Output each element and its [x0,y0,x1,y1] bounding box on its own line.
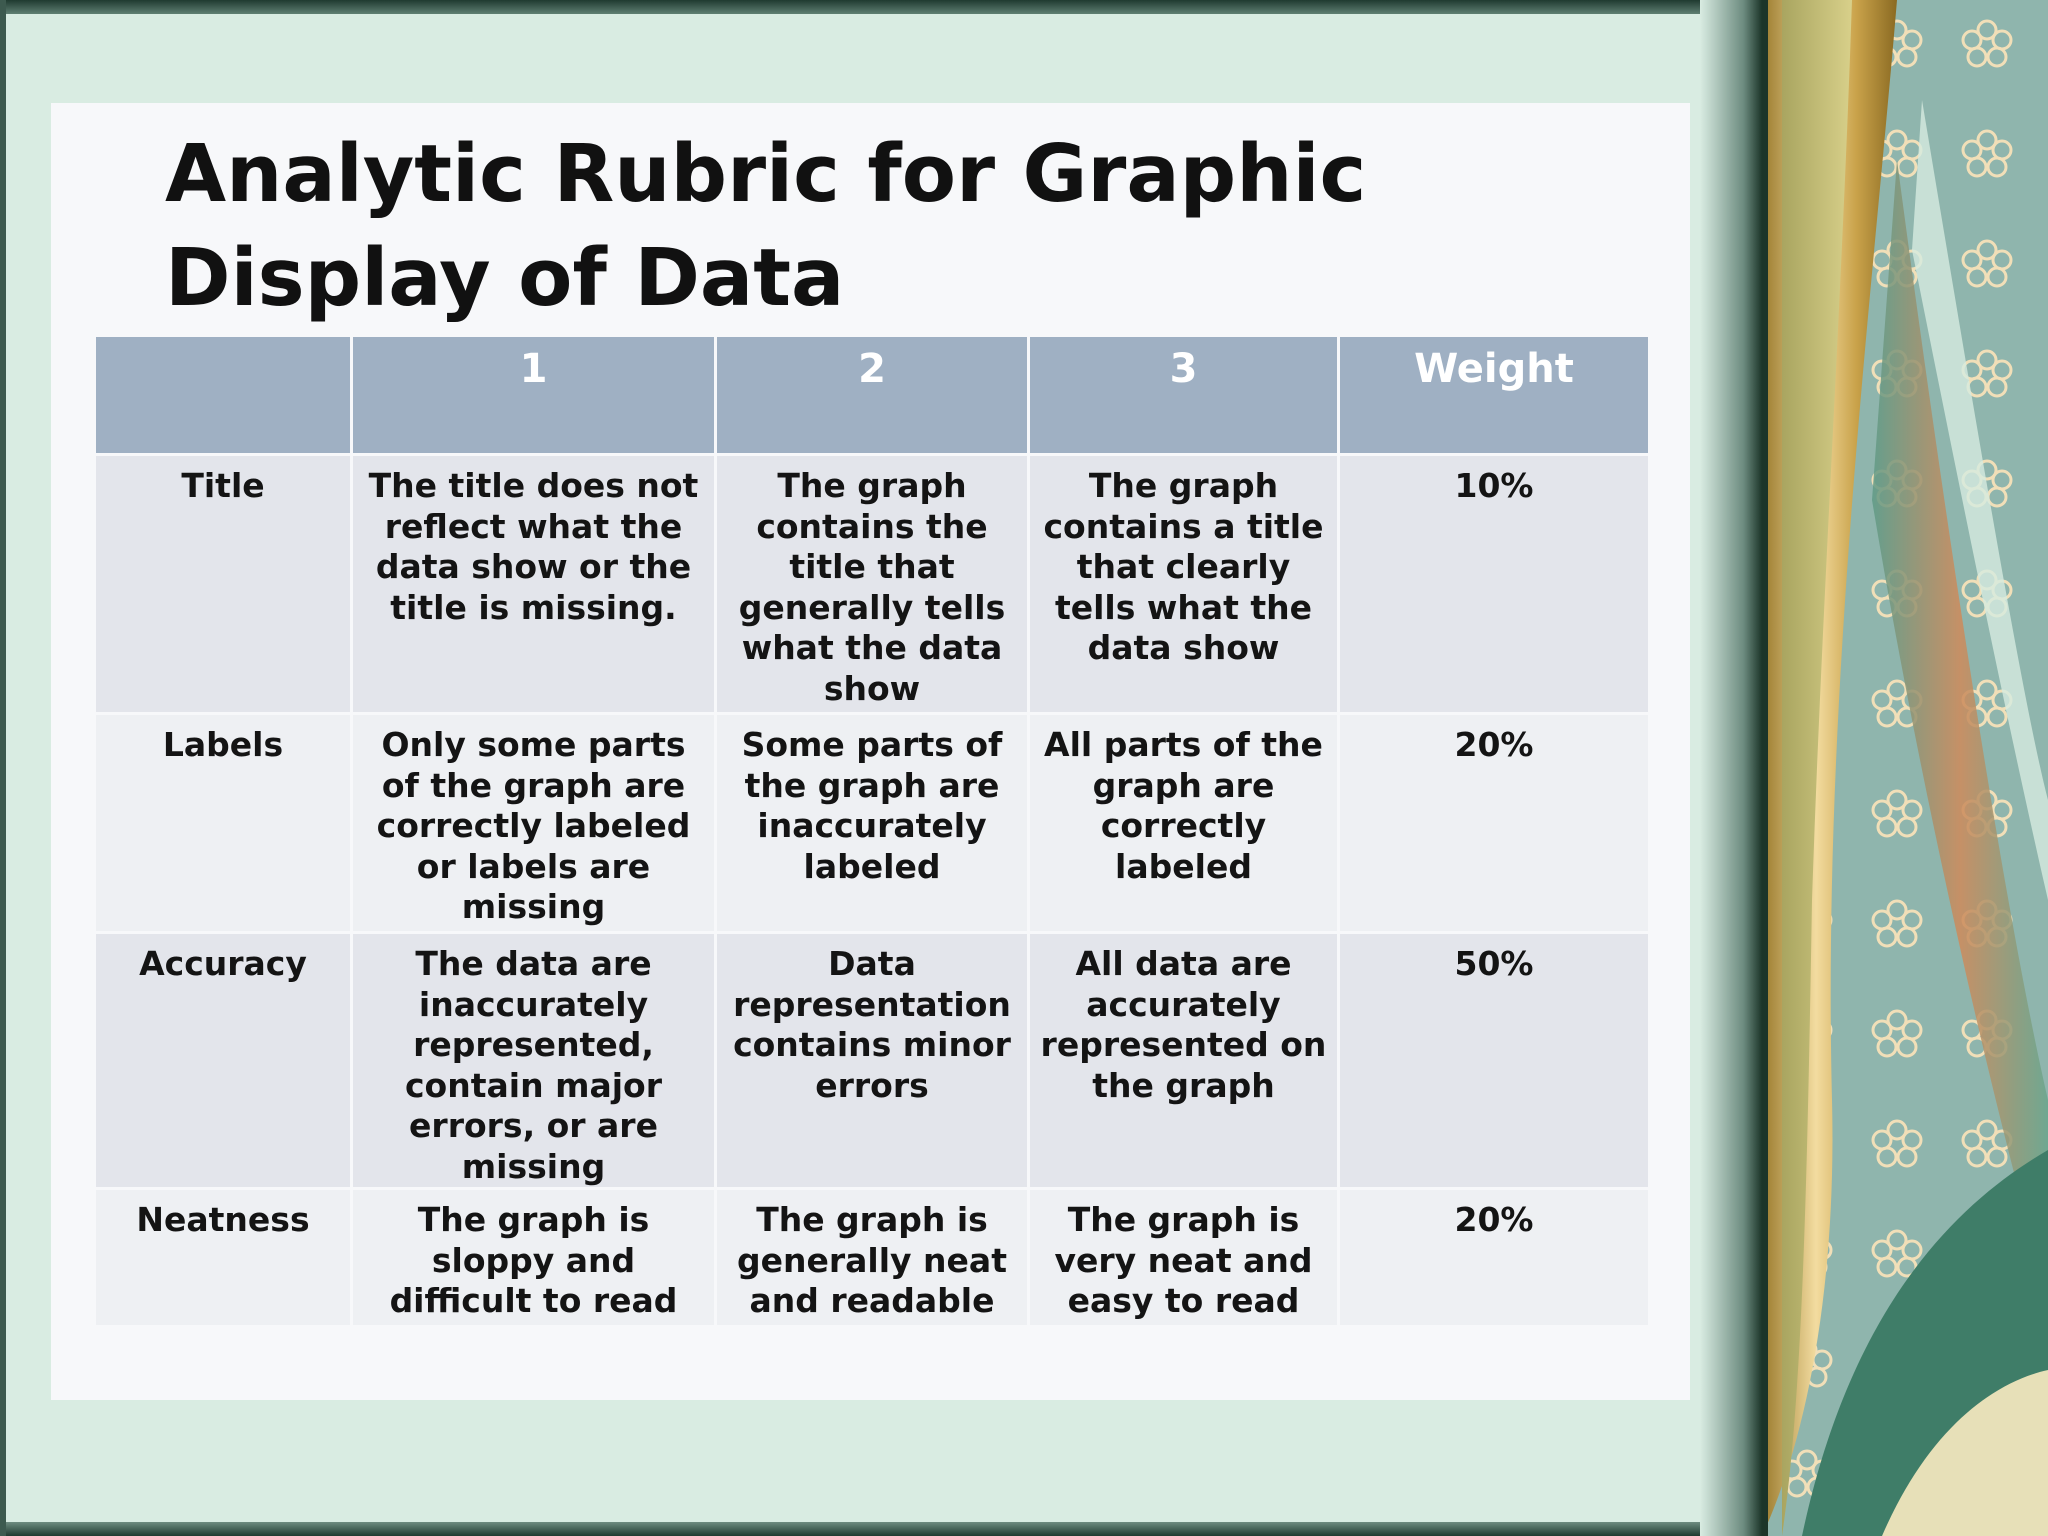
level-2-cell: The graph contains the title that genera… [714,453,1030,715]
top-border [0,0,1762,14]
level-3-cell: All data are accurately represented on t… [1027,931,1340,1190]
header-level-3: 3 [1027,334,1340,456]
header-level-2: 2 [714,334,1030,456]
table-row: Labels Only some parts of the graph are … [93,712,1651,934]
weight-cell: 10% [1337,453,1651,715]
header-level-1: 1 [350,334,717,456]
slide-title: Analytic Rubric for Graphic Display of D… [165,122,1366,330]
weight-cell: 50% [1337,931,1651,1190]
level-2-cell: The graph is generally neat and readable [714,1187,1030,1328]
level-1-cell: Only some parts of the graph are correct… [350,712,717,934]
level-3-cell: The graph is very neat and easy to read [1027,1187,1340,1328]
right-frame-shadow [1700,0,1762,1536]
title-line-1: Analytic Rubric for Graphic [165,128,1367,220]
level-3-cell: The graph contains a title that clearly … [1027,453,1340,715]
level-1-cell: The data are inaccurately represented, c… [350,931,717,1190]
table-row: Accuracy The data are inaccurately repre… [93,931,1651,1190]
criterion-cell: Accuracy [93,931,353,1190]
bottom-border [0,1522,1762,1536]
criterion-cell: Neatness [93,1187,353,1328]
left-border [0,0,6,1536]
criterion-cell: Labels [93,712,353,934]
criterion-cell: Title [93,453,353,715]
level-1-cell: The graph is sloppy and difficult to rea… [350,1187,717,1328]
weight-cell: 20% [1337,712,1651,934]
header-weight: Weight [1337,334,1651,456]
table-row: Title The title does not reflect what th… [93,453,1651,715]
level-2-cell: Data representation contains minor error… [714,931,1030,1190]
header-row: 1 2 3 Weight [93,334,1651,456]
header-criterion [93,334,353,456]
decorative-floral-panel [1762,0,2048,1536]
level-1-cell: The title does not reflect what the data… [350,453,717,715]
rubric-table: 1 2 3 Weight Title The title does not re… [93,334,1651,1328]
title-line-2: Display of Data [165,232,845,324]
weight-cell: 20% [1337,1187,1651,1328]
level-3-cell: All parts of the graph are correctly lab… [1027,712,1340,934]
table-row: Neatness The graph is sloppy and difficu… [93,1187,1651,1328]
level-2-cell: Some parts of the graph are inaccurately… [714,712,1030,934]
